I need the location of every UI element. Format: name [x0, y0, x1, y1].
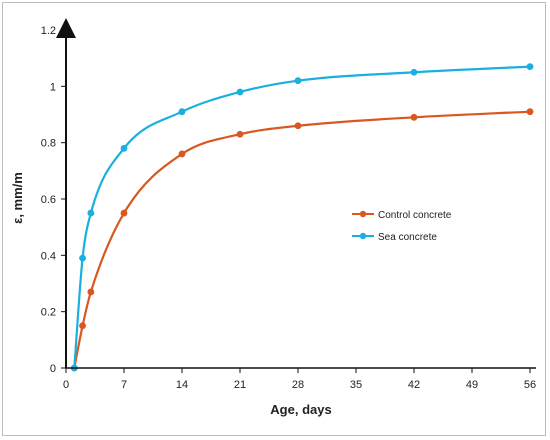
chart-frame	[2, 2, 546, 436]
y-tick-label: 1	[50, 81, 56, 93]
data-point-1	[526, 63, 534, 71]
data-point-0	[79, 322, 86, 330]
x-ticks: 0 7 14 21 28 35 42 49 56	[63, 368, 536, 391]
x-tick-label: 28	[292, 379, 304, 391]
data-point-0	[178, 150, 186, 158]
x-tick-label: 0	[63, 379, 69, 391]
legend-label-sea: Sea concrete	[378, 232, 437, 243]
x-axis-title: Age, days	[270, 402, 331, 417]
data-point-0	[410, 113, 418, 121]
x-tick-label: 14	[176, 379, 188, 391]
x-tick-label: 7	[121, 379, 127, 391]
data-point-1	[410, 68, 418, 76]
y-tick-label: 0.4	[41, 250, 56, 262]
y-tick-label: 1.2	[41, 25, 56, 37]
data-point-0	[294, 122, 302, 130]
legend-marker-control	[359, 210, 367, 218]
x-tick-label: 42	[408, 379, 420, 391]
legend: Control concrete Sea concrete	[352, 210, 452, 243]
y-tick-label: 0	[50, 363, 56, 375]
legend-marker-sea	[359, 232, 367, 240]
data-point-1	[294, 77, 302, 85]
series-line-0	[73, 110, 531, 369]
series-line-1	[73, 65, 531, 369]
x-tick-label: 21	[234, 379, 246, 391]
x-tick-label: 49	[466, 379, 478, 391]
data-point-1	[178, 108, 186, 116]
data-point-1	[120, 144, 128, 152]
data-point-0	[526, 108, 534, 116]
data-point-0	[236, 130, 244, 138]
y-tick-label: 0.2	[41, 307, 56, 319]
y-axis-title: ε, mm/m	[10, 172, 25, 224]
y-tick-label: 0.6	[41, 194, 56, 206]
series-layer	[70, 63, 534, 372]
legend-label-control: Control concrete	[378, 210, 452, 221]
data-point-1	[236, 88, 244, 96]
y-tick-label: 0.8	[41, 138, 56, 150]
x-tick-label: 35	[350, 379, 362, 391]
data-point-0	[87, 288, 95, 296]
data-point-0	[120, 209, 128, 217]
x-tick-label: 56	[524, 379, 536, 391]
data-point-1	[79, 254, 86, 262]
y-ticks: 0 0.2 0.4 0.6 0.8 1 1.2	[41, 25, 66, 375]
data-point-1	[87, 209, 95, 217]
